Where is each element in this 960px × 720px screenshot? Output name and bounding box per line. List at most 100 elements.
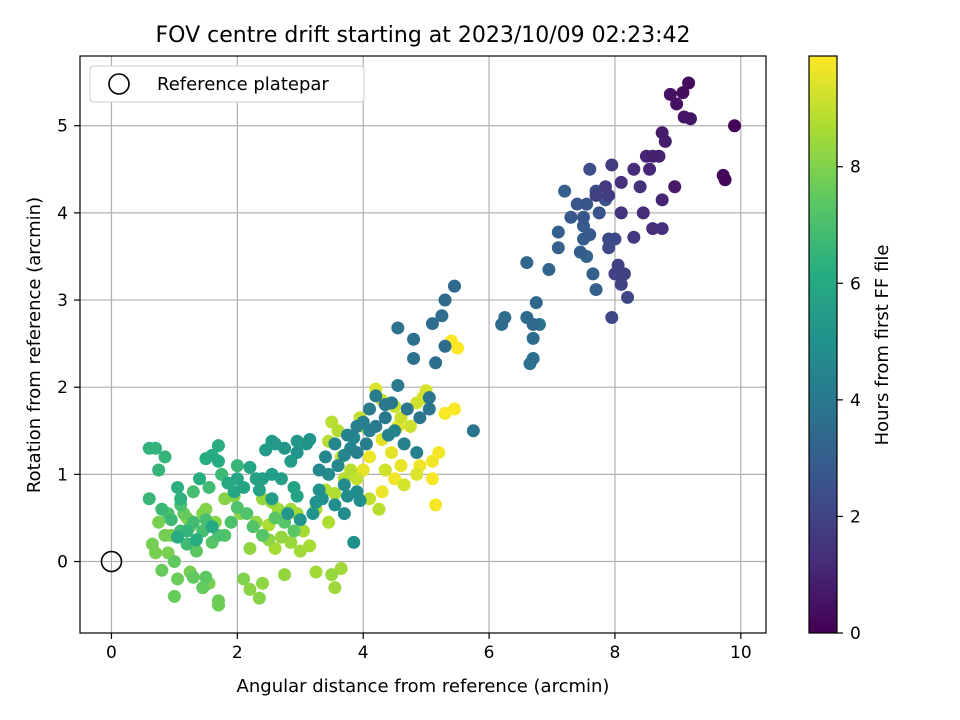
data-point <box>309 565 323 579</box>
data-point <box>617 267 631 281</box>
data-point <box>230 500 244 514</box>
data-point <box>375 485 389 499</box>
data-point <box>205 520 219 534</box>
data-point <box>218 492 232 506</box>
data-point <box>318 450 332 464</box>
data-point <box>526 351 540 365</box>
legend-box <box>89 65 365 103</box>
data-point <box>655 126 669 140</box>
data-point <box>429 356 443 370</box>
data-point <box>252 483 266 497</box>
data-point <box>180 524 194 538</box>
y-axis-label: Rotation from reference (arcmin) <box>24 197 45 493</box>
data-point <box>438 339 452 353</box>
data-point <box>171 480 185 494</box>
data-point <box>425 472 439 486</box>
colorbar-label: Hours from first FF file <box>872 245 893 446</box>
data-point <box>350 446 364 460</box>
colorbar-tick-label: 4 <box>850 391 861 411</box>
data-point <box>627 230 641 244</box>
data-point <box>394 459 408 473</box>
data-point <box>592 206 606 220</box>
data-point <box>189 544 203 558</box>
data-point <box>529 296 543 310</box>
data-point <box>646 222 660 236</box>
data-point <box>526 331 540 345</box>
data-point <box>682 76 696 90</box>
data-point <box>716 168 730 182</box>
x-tick-label: 8 <box>610 643 621 663</box>
data-point <box>196 581 210 595</box>
x-tick-label: 0 <box>106 643 117 663</box>
data-point <box>331 459 345 473</box>
data-point <box>728 119 742 133</box>
colorbar-tick-label: 2 <box>850 507 861 527</box>
x-axis-label: Angular distance from reference (arcmin) <box>237 676 610 697</box>
chart-title: FOV centre drift starting at 2023/10/09 … <box>156 23 691 48</box>
data-point <box>337 507 351 521</box>
data-point <box>381 428 395 442</box>
x-axis-ticks: 0 2 4 6 8 10 <box>106 633 752 663</box>
data-point <box>230 459 244 473</box>
data-point <box>340 428 354 442</box>
data-point <box>363 402 377 416</box>
data-point <box>296 524 310 538</box>
data-point <box>589 283 603 297</box>
data-point <box>211 439 225 453</box>
data-point <box>372 502 386 516</box>
data-point <box>551 225 565 239</box>
data-point <box>451 341 465 355</box>
data-point <box>614 175 628 189</box>
data-point <box>605 310 619 324</box>
data-point <box>347 535 361 549</box>
y-tick-label: 4 <box>57 204 68 224</box>
data-point <box>369 389 383 403</box>
data-point <box>186 570 200 584</box>
data-point <box>246 520 260 534</box>
data-point <box>189 533 203 547</box>
data-point <box>425 317 439 331</box>
data-point <box>520 256 534 270</box>
data-point <box>407 332 421 346</box>
legend-marker-open-circle <box>108 73 130 95</box>
data-point <box>158 450 172 464</box>
data-point <box>614 206 628 220</box>
plot-area: 0 2 4 6 8 10 0 1 2 3 4 5 <box>57 55 767 663</box>
data-point <box>438 293 452 307</box>
data-point <box>155 502 169 516</box>
data-point <box>158 528 172 542</box>
plot-frame <box>79 55 767 634</box>
data-point <box>621 290 635 304</box>
data-point <box>224 515 238 529</box>
data-point <box>558 184 572 198</box>
data-point <box>293 544 307 558</box>
y-axis-ticks: 0 1 2 3 4 5 <box>57 117 80 573</box>
data-point <box>403 419 417 433</box>
x-tick-label: 10 <box>730 643 752 663</box>
data-point <box>340 489 354 503</box>
data-point <box>655 193 669 207</box>
data-point <box>171 530 185 544</box>
data-point <box>391 378 405 392</box>
legend: Reference platepar <box>89 65 365 103</box>
data-point <box>193 472 207 486</box>
data-point <box>265 492 279 506</box>
data-point <box>287 480 301 494</box>
data-point <box>583 162 597 176</box>
data-point <box>164 513 178 527</box>
data-point <box>677 110 691 124</box>
data-point <box>328 581 342 595</box>
data-point <box>422 402 436 416</box>
data-point <box>432 446 446 460</box>
data-point <box>397 478 411 492</box>
data-point <box>614 277 628 291</box>
data-point <box>369 419 383 433</box>
data-point <box>237 572 251 586</box>
data-point <box>676 86 690 100</box>
data-point <box>334 562 348 576</box>
data-point <box>243 582 257 596</box>
data-points <box>142 76 742 612</box>
data-point <box>410 467 424 481</box>
data-point <box>325 568 339 582</box>
